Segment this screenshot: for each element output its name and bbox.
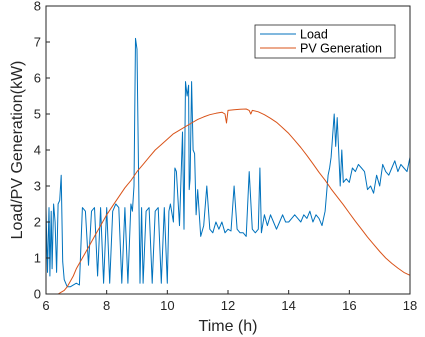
y-tick-label: 7 — [34, 35, 41, 50]
x-tick-label: 6 — [42, 298, 49, 313]
y-tick-label: 4 — [34, 143, 41, 158]
y-tick-label: 5 — [34, 107, 41, 122]
legend-box — [254, 24, 396, 59]
x-tick-label: 12 — [221, 298, 235, 313]
series-line-pv-generation — [46, 108, 411, 295]
legend-pv-label: PV Generation — [300, 42, 382, 56]
y-tick-label: 1 — [34, 251, 41, 266]
y-tick-label: 2 — [34, 215, 41, 230]
x-tick-label: 16 — [342, 298, 356, 313]
x-tick-label: 14 — [281, 298, 295, 313]
y-tick-label: 8 — [34, 0, 41, 14]
legend: Load PV Generation — [254, 24, 396, 59]
series-layer — [45, 37, 411, 295]
x-tick-label: 8 — [103, 298, 110, 313]
series-line-load — [45, 37, 411, 288]
y-tick-label: 6 — [34, 71, 41, 86]
y-tick-label: 3 — [34, 179, 41, 194]
x-axis-title: Time (h) — [199, 318, 258, 335]
x-tick-label: 18 — [403, 298, 417, 313]
y-tick-label: 0 — [34, 287, 41, 302]
y-axis-title: Load/PV Generation(kW) — [9, 61, 26, 240]
x-tick-label: 10 — [160, 298, 174, 313]
legend-load-label: Load — [300, 28, 328, 42]
